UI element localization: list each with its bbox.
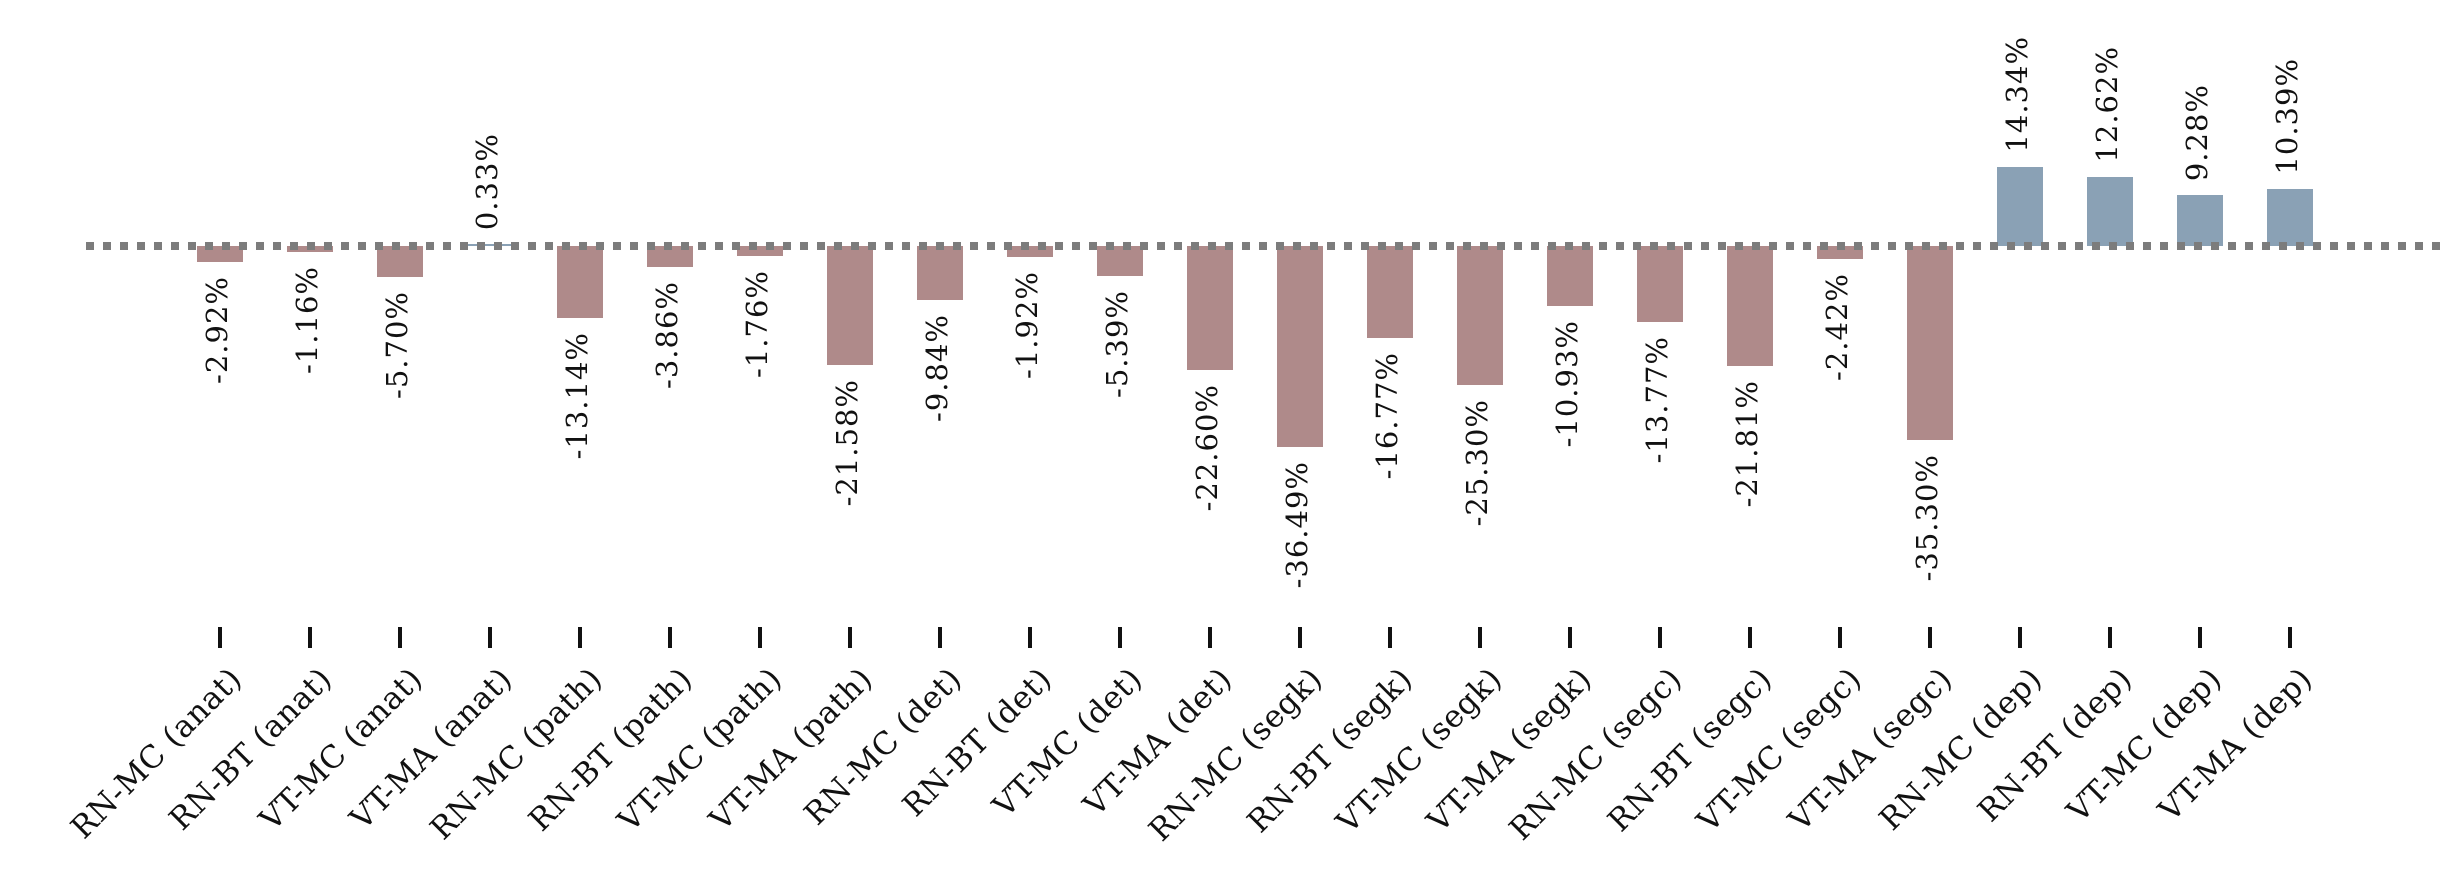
x-axis-tick xyxy=(488,627,492,648)
bar xyxy=(557,246,603,319)
bar xyxy=(737,246,783,256)
x-axis-tick xyxy=(1748,627,1752,648)
x-axis-label: VT-MA (path) xyxy=(702,660,880,838)
x-axis-label: VT-MC (path) xyxy=(611,660,790,839)
bar-value-label: -2.42% xyxy=(1820,273,1854,382)
x-axis-tick xyxy=(1838,627,1842,648)
bar-value-label: -1.92% xyxy=(1010,270,1044,379)
bar-value-label: -35.30% xyxy=(1910,454,1944,582)
bar-value-label: -25.30% xyxy=(1460,399,1494,527)
x-axis-label: VT-MA (segk) xyxy=(1420,660,1600,840)
x-axis-tick xyxy=(308,627,312,648)
bar-value-label: -21.58% xyxy=(830,378,864,507)
x-axis-label: RN-BT (segc) xyxy=(1601,660,1780,840)
x-axis-tick xyxy=(1658,627,1662,648)
x-axis-label: RN-BT (anat) xyxy=(162,660,340,838)
x-axis-tick xyxy=(668,627,672,648)
x-axis-label: VT-MC (segc) xyxy=(1690,660,1870,840)
bar xyxy=(1637,246,1683,322)
bar xyxy=(647,246,693,268)
x-axis-label: VT-MA (segc) xyxy=(1781,660,1960,839)
bar xyxy=(1997,167,2043,246)
x-axis-tick xyxy=(398,627,402,648)
bar xyxy=(917,246,963,301)
x-axis-label: VT-MA (anat) xyxy=(343,660,520,838)
x-axis-tick xyxy=(578,627,582,648)
bar-value-label: 9.28% xyxy=(2180,83,2214,181)
bar-value-label: -13.77% xyxy=(1640,335,1674,464)
x-axis-tick xyxy=(1928,627,1932,648)
bar-value-label: 12.62% xyxy=(2090,45,2124,163)
x-axis-tick xyxy=(1298,627,1302,648)
bar xyxy=(1727,246,1773,367)
x-axis-tick xyxy=(1478,627,1482,648)
bar xyxy=(2267,188,2313,246)
x-axis-tick xyxy=(848,627,852,648)
bar-value-label: -1.16% xyxy=(290,266,324,375)
bar xyxy=(1187,246,1233,371)
bar-value-label: -9.84% xyxy=(920,314,954,423)
x-axis-label: RN-MC (dep) xyxy=(1872,660,2050,838)
bar-value-label: -16.77% xyxy=(1370,352,1404,480)
bar xyxy=(1277,246,1323,447)
x-axis-tick xyxy=(1568,627,1572,648)
bar-value-label: -10.93% xyxy=(1550,320,1584,448)
x-axis-tick xyxy=(2108,627,2112,648)
x-axis-tick xyxy=(1388,627,1392,648)
x-axis-tick xyxy=(218,627,222,648)
bar xyxy=(2087,176,2133,246)
bar-value-label: 10.39% xyxy=(2270,58,2304,175)
bar xyxy=(1457,246,1503,386)
x-axis-tick xyxy=(758,627,762,648)
bar xyxy=(1097,246,1143,276)
bar xyxy=(1007,246,1053,257)
x-axis-tick xyxy=(2018,627,2022,648)
x-axis-tick xyxy=(1028,627,1032,648)
bar xyxy=(1367,246,1413,339)
x-axis-tick xyxy=(1208,627,1212,648)
bar-value-label: -5.70% xyxy=(380,291,414,400)
bar xyxy=(1547,246,1593,307)
bar xyxy=(197,246,243,263)
bar-value-label: -13.14% xyxy=(560,332,594,460)
x-axis-label: RN-BT (segk) xyxy=(1240,660,1420,841)
bar-value-label: -2.92% xyxy=(200,276,234,384)
x-axis-tick xyxy=(2198,627,2202,648)
bar-value-label: -5.39% xyxy=(1100,289,1134,398)
bar xyxy=(1907,246,1953,441)
x-axis-tick xyxy=(2288,627,2292,648)
bar-value-label: -36.49% xyxy=(1280,460,1314,589)
bar-value-label: -21.81% xyxy=(1730,380,1764,508)
x-axis-tick xyxy=(938,627,942,648)
x-axis-label: RN-BT (path) xyxy=(521,660,700,839)
bar xyxy=(2177,194,2223,246)
bar xyxy=(377,246,423,278)
zero-baseline xyxy=(86,242,2440,250)
bar-value-label: 0.33% xyxy=(470,132,504,230)
bar-value-label: -22.60% xyxy=(1190,384,1224,512)
x-axis-tick xyxy=(1118,627,1122,648)
bar-value-label: 14.34% xyxy=(2000,36,2034,154)
bar-value-label: -1.76% xyxy=(740,269,774,378)
x-axis-label: VT-MC (anat) xyxy=(252,660,430,838)
bar-value-label: -3.86% xyxy=(650,281,684,390)
bar xyxy=(827,246,873,365)
